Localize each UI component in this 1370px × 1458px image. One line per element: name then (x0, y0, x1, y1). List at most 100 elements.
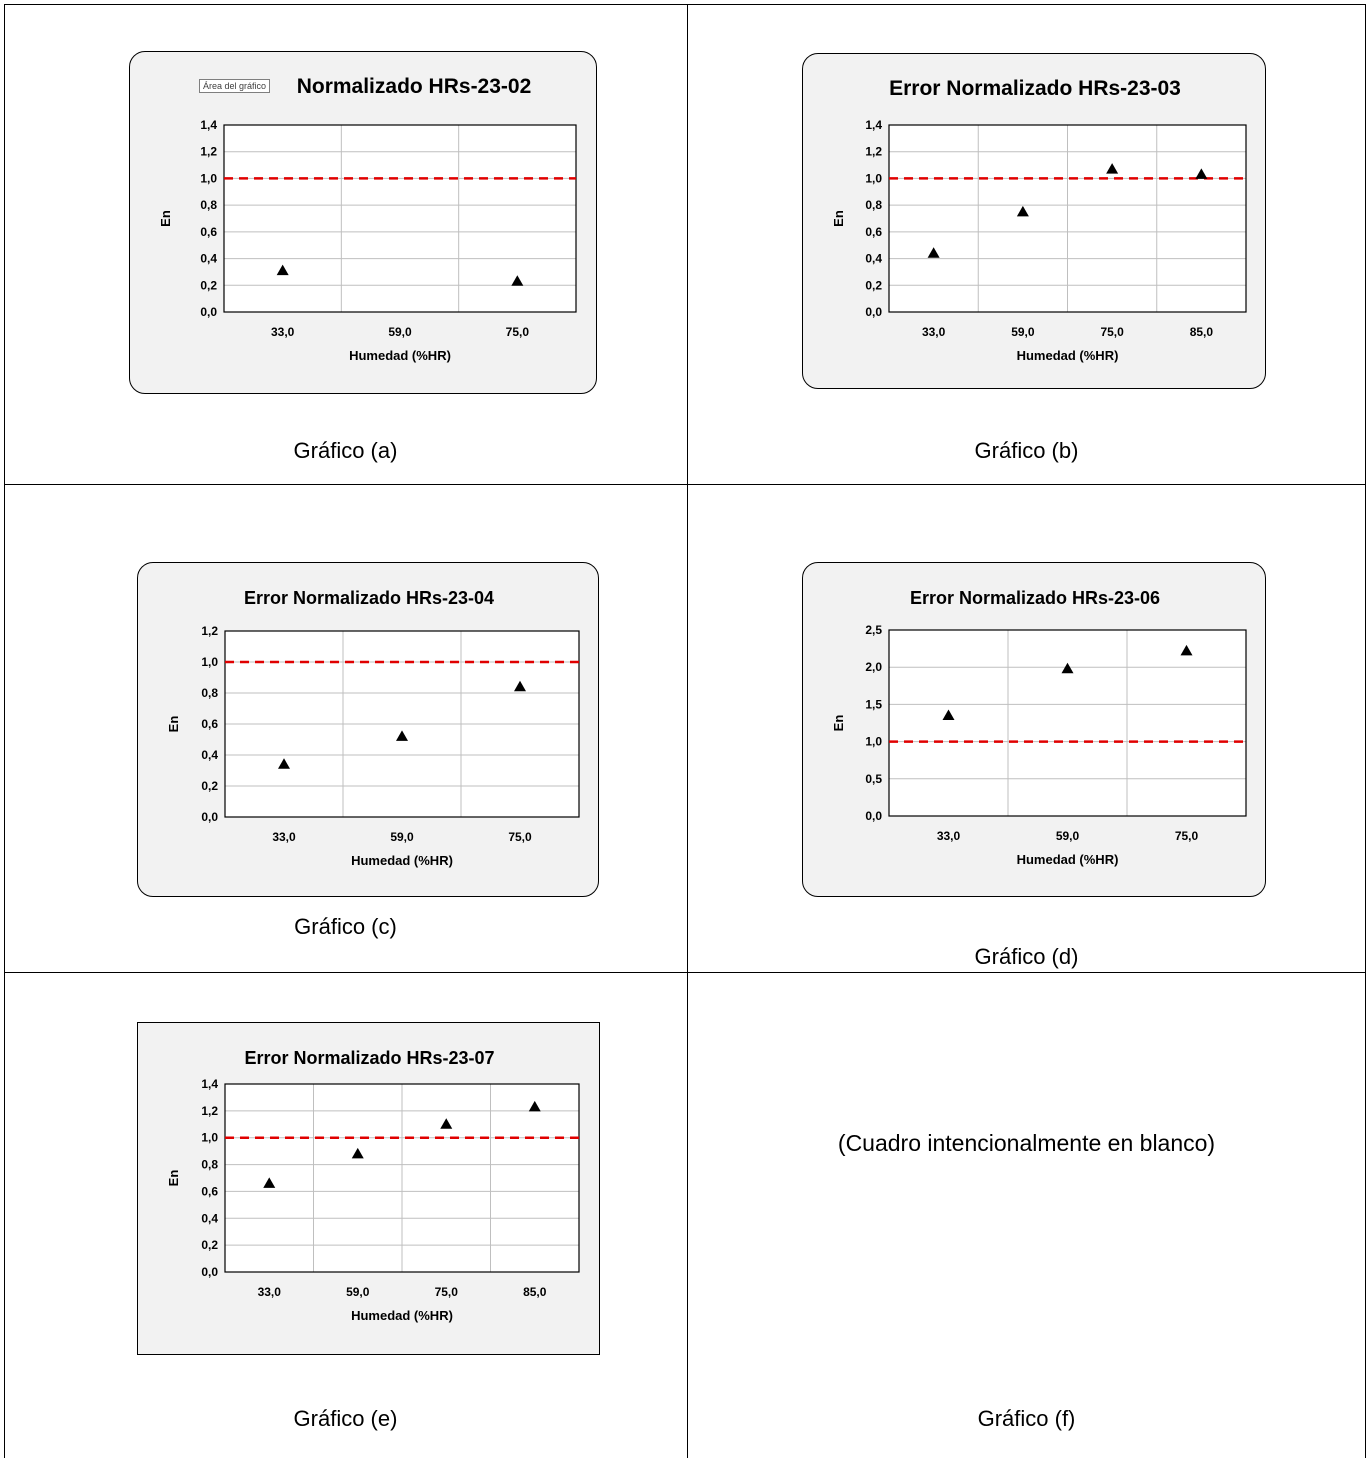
y-tick-label: 1,2 (201, 1104, 218, 1118)
x-tick-label: 33,0 (937, 829, 961, 843)
x-axis-label: Humedad (%HR) (351, 1308, 453, 1323)
y-tick-label: 0,4 (201, 1211, 218, 1225)
plot-border (888, 124, 1247, 313)
y-axis-label: En (166, 716, 181, 733)
data-point (1180, 644, 1193, 656)
chart-a-svg: 0,0 0,2 0,4 0,6 0,8 1,0 1,2 1,4 33,0 59,0 75,0 Norm… (158, 75, 577, 363)
x-axis-label: Humedad (%HR) (351, 853, 453, 868)
y-tick-label: 0,0 (865, 305, 882, 319)
plot-border (888, 629, 1247, 817)
x-axis-label: Humedad (%HR) (349, 348, 451, 363)
x-tick-label: 75,0 (1100, 325, 1124, 339)
chart-a[interactable]: 0,0 0,2 0,4 0,6 0,8 1,0 1,2 1,4 33,0 59,0 75,0 Norm… (129, 51, 597, 394)
y-tick-label: 0,4 (201, 748, 218, 762)
table-row-divider-1 (4, 484, 1366, 485)
y-tick-label: 0,6 (201, 717, 218, 731)
chart-title: Error Normalizado HRs-23-07 (244, 1048, 494, 1068)
data-point (1061, 662, 1074, 674)
table-border-right (1365, 4, 1366, 1458)
data-point (440, 1118, 453, 1129)
caption-b: Gráfico (b) (974, 438, 1079, 463)
data-point (278, 758, 290, 769)
y-axis-label: En (158, 210, 173, 227)
x-axis-label: Humedad (%HR) (1017, 852, 1119, 867)
x-tick-label: 75,0 (1175, 829, 1199, 843)
chart-title: Error Normalizado HRs-23-04 (244, 588, 494, 608)
x-tick-label: 59,0 (388, 325, 412, 339)
x-tick-label: 75,0 (506, 325, 530, 339)
plot-border (224, 630, 580, 818)
y-axis-label: En (831, 210, 846, 227)
x-tick-label: 59,0 (1011, 325, 1035, 339)
y-tick-label: 1,5 (865, 697, 882, 711)
y-tick-label: 0,0 (201, 810, 218, 824)
y-tick-label: 0,6 (200, 225, 217, 239)
y-tick-label: 1,0 (201, 1131, 218, 1145)
y-tick-label: 0,0 (200, 305, 217, 319)
chart-d-svg: 0,0 0,5 1,0 1,5 2,0 2,5 33,0 59,0 75,0 Error Norm… (831, 588, 1247, 867)
data-point (511, 275, 524, 286)
x-axis-label: Humedad (%HR) (1017, 348, 1119, 363)
caption-e: Gráfico (e) (293, 1406, 398, 1431)
y-tick-label: 1,0 (201, 655, 218, 669)
chart-e[interactable]: 0,0 0,2 0,4 0,6 0,8 1,0 1,2 1,4 33,0 59,0 75,0 85,0… (137, 1022, 600, 1355)
y-tick-label: 1,0 (200, 171, 217, 185)
y-tick-label: 1,4 (200, 118, 217, 132)
x-tick-label: 33,0 (272, 830, 296, 844)
y-tick-label: 1,2 (200, 145, 217, 159)
x-tick-label: 75,0 (508, 830, 532, 844)
plot-area (889, 630, 1246, 816)
y-tick-label: 0,8 (201, 1158, 218, 1172)
y-tick-label: 0,2 (201, 779, 218, 793)
y-axis-label: En (831, 715, 846, 732)
y-tick-label: 2,0 (865, 660, 882, 674)
caption-f: Gráfico (f) (977, 1406, 1076, 1431)
data-point (263, 1177, 276, 1188)
y-tick-label: 1,0 (865, 735, 882, 749)
x-tick-label: 33,0 (271, 325, 295, 339)
chart-c-svg: 0,0 0,2 0,4 0,6 0,8 1,0 1,2 33,0 59,0 75,0 Error N… (166, 588, 580, 868)
x-tick-label: 85,0 (1190, 325, 1214, 339)
x-tick-label: 85,0 (523, 1285, 547, 1299)
chart-c[interactable]: 0,0 0,2 0,4 0,6 0,8 1,0 1,2 33,0 59,0 75,0 Error N… (137, 562, 599, 897)
chart-title: Error Normalizado HRs-23-03 (889, 77, 1181, 100)
y-tick-label: 2,5 (865, 623, 882, 637)
chart-e-svg: 0,0 0,2 0,4 0,6 0,8 1,0 1,2 1,4 33,0 59,0 75,0 85,0… (166, 1048, 580, 1323)
y-tick-label: 0,5 (865, 772, 882, 786)
y-tick-label: 0,6 (201, 1184, 218, 1198)
y-tick-label: 1,4 (865, 118, 882, 132)
y-tick-label: 0,2 (865, 278, 882, 292)
data-point (1106, 163, 1119, 174)
y-tick-label: 0,2 (201, 1238, 218, 1252)
data-point (1016, 205, 1029, 217)
caption-a: Gráfico (a) (293, 438, 398, 463)
data-point (514, 680, 526, 692)
y-tick-label: 0,8 (201, 686, 218, 700)
y-tick-label: 0,4 (865, 252, 882, 266)
chart-d[interactable]: 0,0 0,5 1,0 1,5 2,0 2,5 33,0 59,0 75,0 Error Norm… (802, 562, 1266, 897)
data-point (276, 264, 289, 276)
blank-note: (Cuadro intencionalmente en blanco) (837, 1130, 1216, 1156)
chart-title: Error Normalizado HRs-23-06 (910, 588, 1160, 608)
chart-area-tooltip: Área del gráfico (199, 79, 271, 93)
y-tick-label: 0,4 (200, 252, 217, 266)
y-tick-label: 0,0 (201, 1265, 218, 1279)
chart-b[interactable]: 0,0 0,2 0,4 0,6 0,8 1,0 1,2 1,4 33,0 59,0 75,0 85,0… (802, 53, 1266, 389)
y-tick-label: 0,0 (865, 809, 882, 823)
x-tick-label: 75,0 (435, 1285, 459, 1299)
table-border-left (4, 4, 5, 1458)
table-column-divider (687, 4, 688, 1458)
plot-border (224, 1083, 580, 1273)
y-tick-label: 0,2 (200, 278, 217, 292)
table-row-divider-2 (4, 972, 1366, 973)
caption-d: Gráfico (d) (974, 944, 1079, 969)
data-point (1195, 168, 1208, 179)
data-point (942, 709, 955, 721)
chart-b-svg: 0,0 0,2 0,4 0,6 0,8 1,0 1,2 1,4 33,0 59,0 75,0 85,0… (831, 77, 1247, 363)
plot-border (223, 124, 577, 313)
y-axis-label: En (166, 1170, 181, 1187)
y-tick-label: 0,8 (865, 198, 882, 212)
x-tick-label: 59,0 (1056, 829, 1080, 843)
table-border-top (4, 4, 1366, 5)
chart-title: Normalizado HRs-23-02 (297, 75, 532, 98)
